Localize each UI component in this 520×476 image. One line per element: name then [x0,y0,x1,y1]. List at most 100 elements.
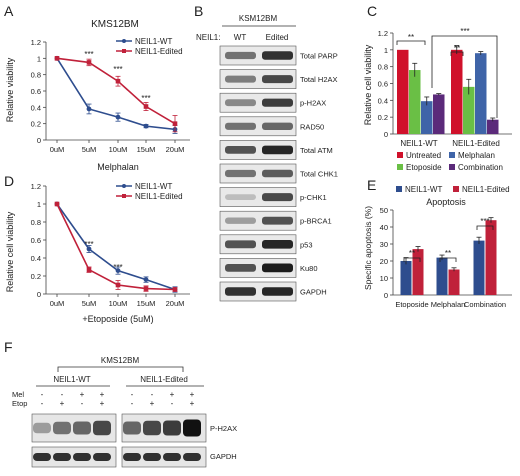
legend-e-wt: NEIL1-WT [405,185,442,194]
blot-band [262,193,293,202]
panel-c-label: C [367,3,377,19]
panel-e-sig-bracket-melphalan [439,257,457,262]
panel-f-etop-mark: - [131,399,134,408]
legend-c-combination-swatch [449,164,455,170]
legend-c-untreated: Untreated [406,151,441,160]
blot-protein-label: p-CHK1 [300,193,327,202]
blot-protein-label: GAPDH [300,288,327,297]
legend-e-wt-swatch [396,186,402,192]
panel-f-mel-mark: - [61,390,64,399]
panel-e-y-tick-label: 0 [384,291,388,300]
panel-c-y-tick-label: 0.4 [378,96,388,105]
panel-a-point [54,56,60,61]
legend-d-edited: NEIL1-Edited [135,192,183,201]
panel-d-point [86,246,92,252]
panel-d-series-line-0 [56,203,176,291]
panel-a-y-tick-label: 0.6 [31,87,41,96]
blot-protein-label: p-BRCA1 [300,217,332,226]
blot-band [262,51,293,60]
legend-d-wt: NEIL1-WT [135,182,172,191]
panel-f-blot-band [163,453,181,461]
blot-protein-label: Total PARP [300,52,338,61]
panel-c: C Relative cell viability 0 0.2 0.4 0.6 0.8 1… [363,3,512,172]
legend-c-melphalan-swatch [449,152,455,158]
panel-f-etop-mark: - [41,399,44,408]
panel-d-y-tick-label: 0.8 [31,218,41,227]
blot-band [262,169,293,178]
panel-d-x-tick-label: 20uM [166,299,185,308]
panel-d-xlabel: +Etoposide (5uM) [82,314,153,324]
panel-f-blot-band [93,420,111,436]
panel-f-blot-band [183,453,201,461]
panel-a-x-tick-label: 0uM [50,145,65,154]
panel-e-bar [473,240,485,295]
panel-f-blot-band [73,421,91,435]
panel-f-etop-mark: + [190,399,195,408]
panel-f-mel-mark: + [100,390,105,399]
blot-frame [219,281,297,302]
panel-d-y-tick-label: 1.2 [31,182,41,191]
legend-a-edited: NEIL1-Edited [135,47,183,56]
blot-band [225,169,256,178]
panel-d-point [143,286,149,291]
blot-frame [219,69,297,89]
panel-f-mel-mark: - [131,390,134,399]
panel-a-x-ticks: 0uM 5uM 10uM 15uM 20uM [50,140,184,154]
panel-a-sig-5: *** [84,50,93,59]
legend-c-etoposide: Etoposide [406,163,442,172]
panel-c-sig-edited: ** [454,44,460,53]
panel-c-sig-bracket-wt [396,40,426,45]
panel-e-bar [400,261,412,295]
panel-e-sig-bracket-etoposide [403,257,421,262]
panel-f-blot-band [163,420,181,436]
panel-a-y-tick-label: 1.2 [31,38,41,47]
panel-c-y-tick-label: 0 [384,130,388,139]
panel-c-y-tick-label: 0.2 [378,113,388,122]
panel-b-col-wt: WT [234,33,247,42]
panel-e: E NEIL1-WT NEIL1-Edited Apoptosis Specif… [363,177,512,309]
panel-a-y-tick-label: 0 [37,136,41,145]
panel-f: F KMS12BM NEIL1-WT NEIL1-Edited Mel Etop… [4,339,237,468]
panel-d-x-tick-label: 10uM [109,299,128,308]
panel-a-point [115,78,121,84]
panel-a-y-tick-label: 0.2 [31,120,41,129]
panel-e-y-tick-label: 40 [380,223,388,232]
panel-b-col-edited: Edited [266,33,289,42]
panel-d-x-tick-label: 15uM [137,299,156,308]
panel-c-bar [421,101,433,134]
panel-c-sig-bracket-edited [450,51,464,56]
panel-e-y-tick-label: 20 [380,257,388,266]
panel-c-bar [475,53,487,135]
panel-a-label: A [4,3,14,19]
blot-protein-label: Total CHK1 [300,170,338,179]
panel-d-point [54,201,60,207]
panel-e-sig-melphalan: ** [445,249,451,258]
blot-band [262,75,293,84]
panel-c-group-wt: NEIL1-WT [400,139,437,148]
panel-a-y-tick-label: 1 [37,54,41,63]
panel-f-group-wt: NEIL1-WT [53,375,90,384]
panel-f-etop-mark: + [60,399,65,408]
panel-f-blot-band [143,420,161,436]
blot-protein-label: p53 [300,240,313,249]
blot-band [262,98,293,107]
panel-f-blot-band [53,453,71,461]
blot-protein-label: Total H2AX [300,75,338,84]
panel-b-row-header: NEIL1: [196,33,220,42]
panel-c-y-ticks: 0 0.2 0.4 0.6 0.8 1 1.2 [378,29,393,139]
legend-d-wt-marker [122,184,126,188]
panel-d-label: D [4,173,14,189]
panel-e-title: Apoptosis [426,197,466,207]
panel-b-label: B [194,3,203,19]
panel-c-sig-combination: *** [460,27,469,36]
panel-f-row-mel: Mel [12,390,24,399]
panel-d-point [115,282,121,288]
blot-band [225,122,256,130]
blot-protein-label: Total ATM [300,146,333,155]
blot-band [225,99,256,107]
panel-e-y-tick-label: 50 [380,206,388,215]
panel-f-treatment-marks: - - + + - - + +- + - + - + - + [41,390,195,408]
panel-f-blot-band [33,422,51,434]
panel-f-mel-mark: - [41,390,44,399]
